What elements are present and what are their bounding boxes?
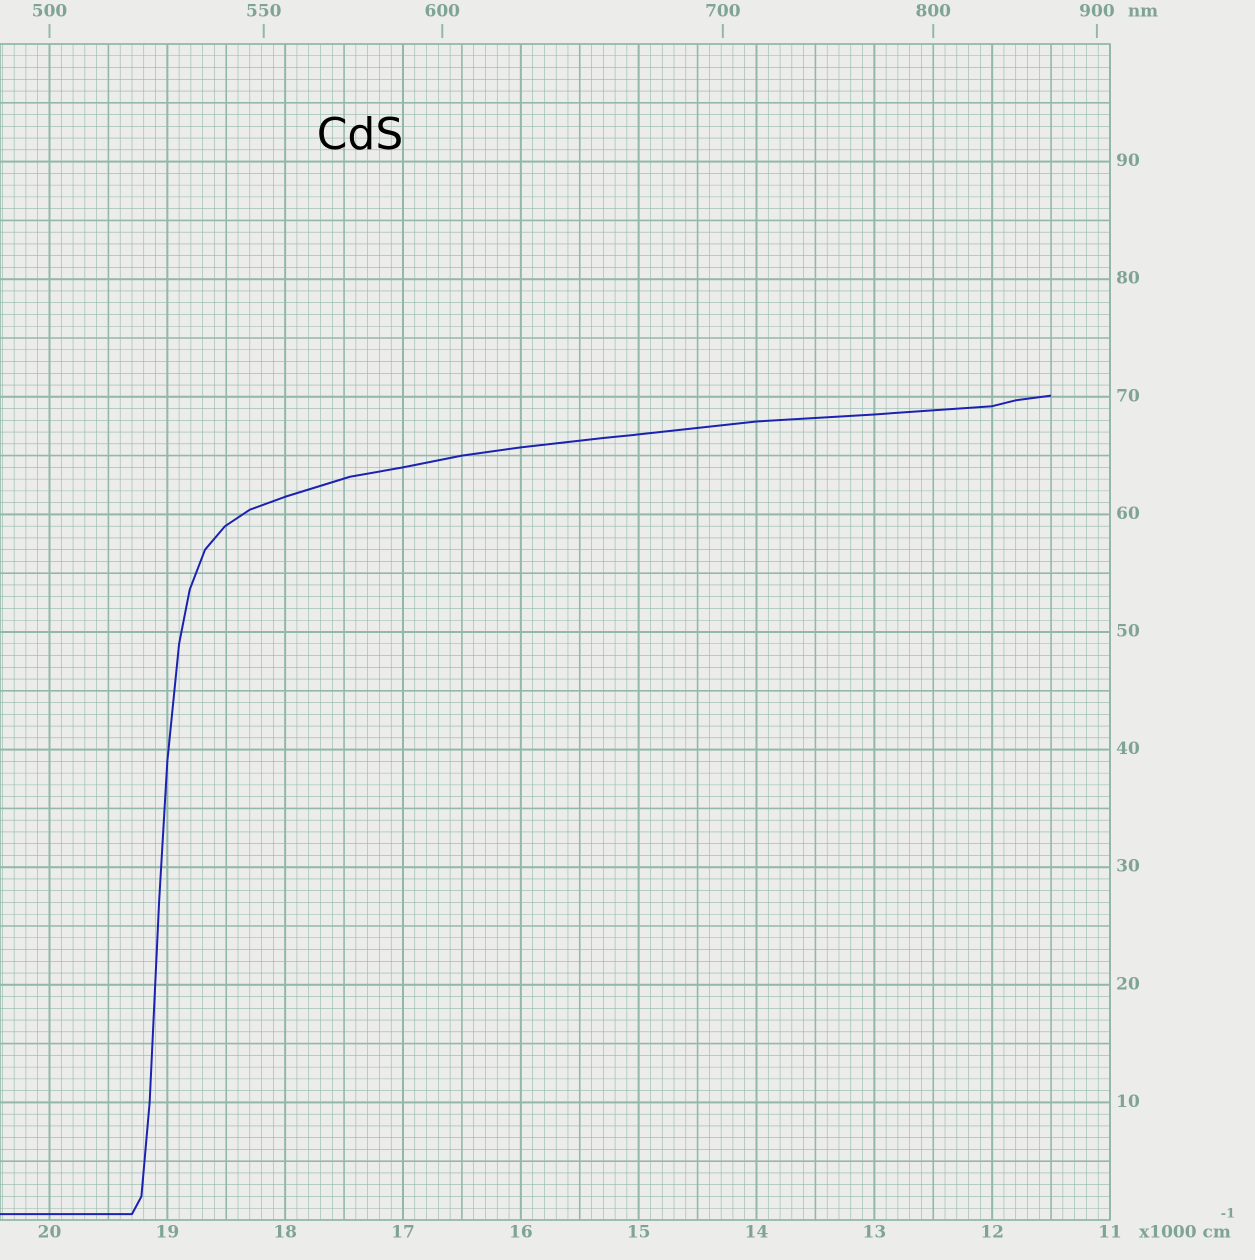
chart-title: CdS [317, 109, 404, 160]
y-tick-label: 50 [1116, 622, 1140, 642]
x2-tick-label: 800 [915, 2, 951, 22]
y-tick-label: 90 [1116, 151, 1140, 171]
x-tick-label: 15 [627, 1223, 651, 1243]
y-tick-label: 20 [1116, 974, 1140, 994]
y-tick-label: 60 [1116, 504, 1140, 524]
y-tick-label: 40 [1116, 739, 1140, 759]
x-unit: x1000 cm [1139, 1223, 1231, 1243]
x-unit-exponent: -1 [1221, 1207, 1235, 1222]
x-tick-label: 20 [38, 1223, 62, 1243]
y-tick-label: 30 [1116, 857, 1140, 877]
x-tick-label: 13 [862, 1223, 886, 1243]
x2-tick-label: 600 [425, 2, 461, 22]
y-tick-label: 80 [1116, 269, 1140, 289]
spectrum-line [0, 394, 1052, 1216]
x2-tick-label: 550 [246, 2, 282, 22]
x2-tick-label: 900 [1079, 2, 1115, 22]
x-tick-label: 19 [155, 1223, 179, 1243]
x2-tick-label: 500 [32, 2, 68, 22]
x-tick-label: 16 [509, 1223, 533, 1243]
x-tick-label: 11 [1098, 1223, 1122, 1243]
x-tick-label: 17 [391, 1223, 415, 1243]
x-tick-label: 18 [273, 1223, 297, 1243]
y-tick-label: 70 [1116, 386, 1140, 406]
x2-tick-label: 700 [705, 2, 741, 22]
x2-unit: nm [1128, 2, 1158, 22]
y-tick-label: 10 [1116, 1092, 1140, 1112]
x-tick-label: 12 [980, 1223, 1004, 1243]
x-tick-label: 14 [745, 1223, 769, 1243]
